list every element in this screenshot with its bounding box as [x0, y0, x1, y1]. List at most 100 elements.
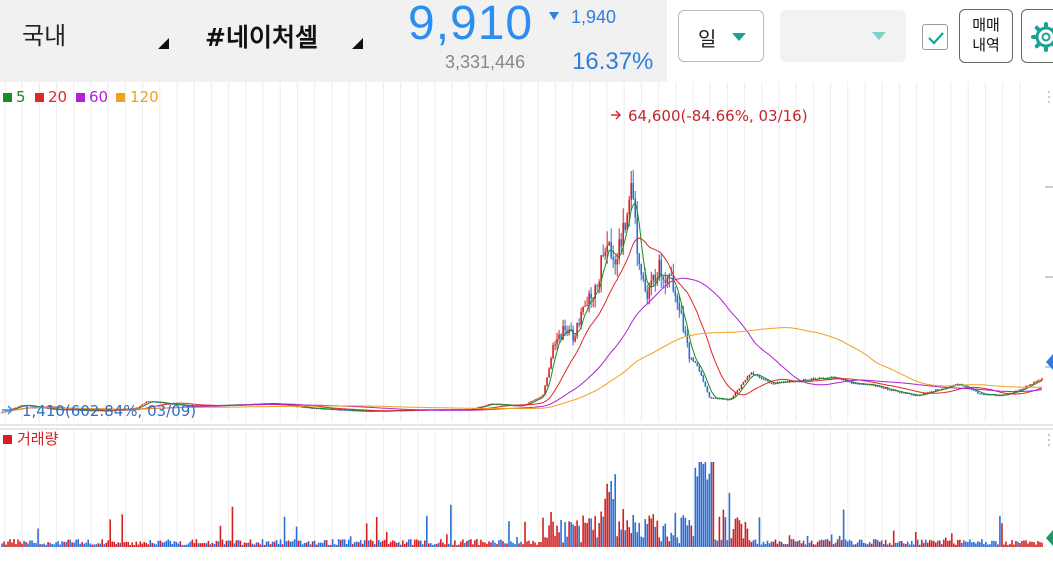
candle-body	[844, 380, 847, 382]
candle-body	[550, 358, 552, 369]
volume-marker	[1046, 530, 1053, 546]
candle-body	[896, 390, 899, 393]
stock-chart[interactable]: 5 20 60 120 64,600(-84.66%, 03/16) 1,410…	[0, 82, 1053, 563]
volume-bar	[313, 540, 316, 547]
volume-bar	[504, 543, 506, 547]
volume-bar	[746, 528, 749, 547]
volume-bar	[127, 542, 130, 547]
volume-bar	[642, 537, 645, 547]
candle-body	[544, 385, 546, 395]
volume-bar	[109, 519, 112, 547]
drag-handle-icon[interactable]	[1048, 91, 1050, 446]
volume-bar	[422, 544, 424, 547]
volume-bar	[73, 542, 75, 547]
volume-bar	[1037, 540, 1039, 547]
volume-bar	[285, 541, 288, 547]
candle-body	[666, 276, 669, 284]
candle-body	[756, 375, 759, 377]
volume-bar	[79, 543, 81, 547]
candle-body	[363, 410, 366, 412]
volume-bar	[688, 519, 691, 547]
volume-bar	[720, 539, 723, 547]
candle-body	[61, 409, 63, 411]
candle-body	[668, 274, 671, 277]
candle-body	[1027, 385, 1029, 387]
caret-corner-icon[interactable]	[158, 38, 169, 49]
volume-bar	[1001, 523, 1003, 547]
indicator-select[interactable]	[780, 10, 906, 62]
volume-bar	[662, 525, 665, 547]
candle-body	[562, 325, 564, 340]
volume-bar	[267, 541, 270, 547]
candle-body	[147, 401, 150, 403]
volume-bar	[93, 544, 95, 547]
volume-bar	[377, 540, 380, 547]
volume-bar	[700, 462, 703, 547]
candle-body	[185, 405, 188, 407]
candle-body	[91, 410, 93, 412]
volume-bar	[87, 539, 89, 547]
volume-bar	[303, 543, 306, 547]
volume-bar	[409, 539, 412, 547]
volume-bar	[466, 540, 468, 547]
volume-bar	[167, 539, 170, 547]
candle-body	[910, 393, 913, 395]
volume-bar	[726, 540, 729, 547]
volume-bar	[25, 542, 27, 547]
candle-body	[159, 402, 162, 404]
volume-bar	[690, 525, 693, 547]
settings-button[interactable]	[1021, 9, 1053, 63]
volume-bar	[786, 544, 789, 547]
volume-bar	[3, 541, 5, 547]
volume-bar	[634, 522, 637, 547]
candle-body	[57, 409, 59, 411]
candle-body	[498, 404, 500, 406]
volume-bar	[57, 541, 59, 547]
candle-body	[514, 405, 516, 407]
volume-bar	[620, 529, 622, 547]
candle-body	[175, 404, 178, 406]
candle-body	[173, 403, 176, 405]
candle-body	[874, 385, 877, 387]
stock-name[interactable]: #네이처셀	[205, 23, 318, 52]
volume-bar	[411, 544, 414, 547]
trade-history-button[interactable]: 매매 내역	[959, 9, 1013, 63]
candle-body	[1037, 380, 1039, 382]
candlesticks	[1, 169, 1043, 414]
volume-bar	[762, 541, 765, 547]
candle-body	[676, 296, 679, 304]
volume-bar	[800, 543, 803, 547]
candle-body	[934, 389, 937, 392]
candle-body	[632, 183, 635, 199]
candle-body	[738, 388, 741, 391]
candle-body	[718, 398, 721, 400]
volume-bar	[570, 522, 572, 547]
volume-bar	[261, 539, 264, 547]
candle-body	[856, 383, 859, 385]
volume-bar	[806, 535, 809, 547]
market-label[interactable]: 국내	[22, 22, 67, 50]
current-price: 9,910	[408, 0, 534, 50]
volume-bar	[183, 544, 186, 547]
period-select[interactable]: 일	[678, 10, 764, 62]
volume-bar	[458, 544, 460, 547]
volume-bar	[866, 544, 869, 547]
volume-bar	[117, 542, 120, 547]
volume-bar	[139, 541, 142, 547]
volume-bar	[808, 542, 811, 547]
candle-body	[646, 290, 649, 299]
candle-body	[558, 334, 560, 339]
legend-ma60: 60	[89, 88, 108, 106]
volume-bar	[918, 544, 921, 547]
option-checkbox[interactable]	[922, 24, 948, 50]
volume-bar	[957, 539, 959, 547]
volume-bar	[395, 543, 398, 547]
caret-corner-icon[interactable]	[352, 38, 363, 49]
volume-bar	[608, 491, 610, 547]
chevron-down-icon	[732, 33, 746, 41]
candle-body	[644, 279, 647, 291]
candle-body	[105, 410, 108, 412]
volume-bar	[381, 540, 384, 547]
candle-body	[33, 405, 35, 407]
volume-bar	[542, 517, 544, 547]
